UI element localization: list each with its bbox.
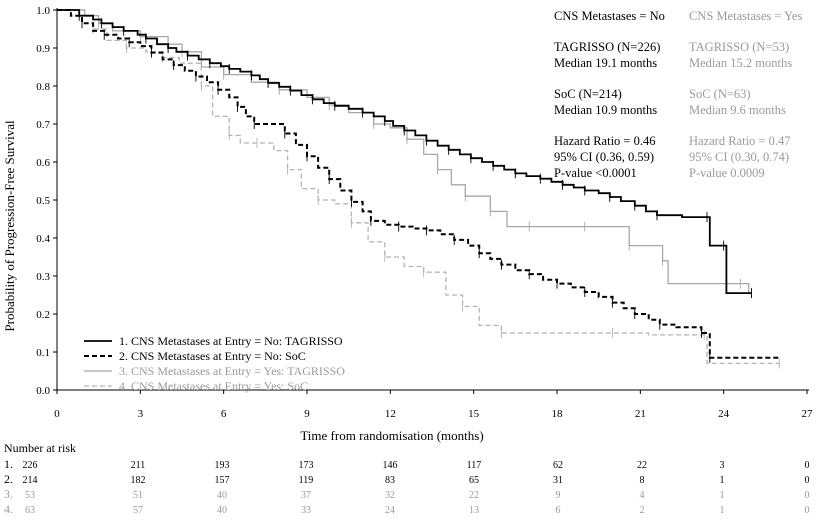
risk-cell: 9 <box>556 490 561 501</box>
y-tick-label: 1.0 <box>36 5 50 17</box>
risk-cell: 13 <box>469 505 479 516</box>
risk-table-title: Number at risk <box>4 441 76 455</box>
risk-cell: 214 <box>23 475 38 486</box>
annot-no-soc-median: Median 10.9 months <box>554 103 657 117</box>
risk-cell: 0 <box>805 460 810 471</box>
annot-yes-soc-median: Median 9.6 months <box>689 103 786 117</box>
y-tick-label: 0.2 <box>36 309 50 321</box>
annot-no-header: CNS Metastases = No <box>554 9 665 23</box>
risk-cell: 22 <box>469 490 479 501</box>
annot-yes-p: P-value 0.0009 <box>689 166 765 180</box>
risk-cell: 8 <box>640 475 645 486</box>
y-tick-label: 0.9 <box>36 43 50 55</box>
x-tick-label: 12 <box>385 408 396 420</box>
risk-cell: 31 <box>553 475 563 486</box>
annot-yes-soc-n: SoC (N=63) <box>689 87 751 101</box>
annot-no-hr: Hazard Ratio = 0.46 <box>554 134 655 148</box>
risk-table: 1. 226 211 193 173 146 117 62 22 3 02. 214 182 157 119… <box>4 457 810 516</box>
risk-cell: 22 <box>637 460 647 471</box>
y-axis-label: Probability of Progression-Free Survival <box>2 120 17 332</box>
risk-cell: 173 <box>299 460 314 471</box>
annot-yes-header: CNS Metastases = Yes <box>689 9 802 23</box>
risk-cell: 51 <box>133 490 143 501</box>
risk-cell: 6 <box>556 505 561 516</box>
risk-cell: 63 <box>25 505 35 516</box>
risk-cell: 211 <box>131 460 146 471</box>
x-tick-label: 27 <box>802 408 814 420</box>
risk-cell: 226 <box>23 460 38 471</box>
risk-cell: 32 <box>385 490 395 501</box>
legend-label-1: 1. CNS Metastases at Entry = No: TAGRISS… <box>119 334 343 348</box>
x-tick-label: 24 <box>718 408 730 420</box>
y-tick-label: 0.3 <box>36 271 50 283</box>
risk-cell: 40 <box>217 490 227 501</box>
risk-row-label: 4. <box>4 502 13 516</box>
risk-row-label: 1. <box>4 457 13 471</box>
risk-cell: 1 <box>720 505 725 516</box>
risk-row-label: 3. <box>4 487 13 501</box>
annotation-yes: CNS Metastases = Yes TAGRISSO (N=53) Med… <box>689 9 802 180</box>
risk-cell: 62 <box>553 460 563 471</box>
x-tick-label: 9 <box>304 408 310 420</box>
annot-no-ci: 95% CI (0.36, 0.59) <box>554 150 654 164</box>
risk-cell: 182 <box>131 475 146 486</box>
annot-no-tag-median: Median 19.1 months <box>554 56 657 70</box>
risk-cell: 146 <box>383 460 398 471</box>
series-line-2 <box>57 10 779 358</box>
y-tick-label: 0.0 <box>36 385 50 397</box>
risk-cell: 157 <box>215 475 230 486</box>
risk-cell: 57 <box>133 505 143 516</box>
risk-cell: 37 <box>301 490 311 501</box>
risk-cell: 65 <box>469 475 479 486</box>
risk-cell: 53 <box>25 490 35 501</box>
risk-cell: 2 <box>640 505 645 516</box>
y-tick-label: 0.8 <box>36 81 50 93</box>
risk-cell: 0 <box>805 490 810 501</box>
annot-no-tag-n: TAGRISSO (N=226) <box>554 40 660 54</box>
risk-cell: 0 <box>805 505 810 516</box>
annot-yes-tag-median: Median 15.2 months <box>689 56 792 70</box>
y-tick-label: 0.1 <box>36 347 50 359</box>
x-tick-label: 21 <box>635 408 646 420</box>
risk-cell: 24 <box>385 505 395 516</box>
risk-cell: 83 <box>385 475 395 486</box>
annot-yes-tag-n: TAGRISSO (N=53) <box>689 40 789 54</box>
legend-label-4: 4. CNS Metastases at Entry = Yes: SoC <box>119 379 308 393</box>
risk-cell: 40 <box>217 505 227 516</box>
y-tick-label: 0.5 <box>36 195 50 207</box>
x-tick-label: 0 <box>54 408 60 420</box>
km-chart: 0.00.10.20.30.40.50.60.70.80.91.00 3 6 9 12 1… <box>0 0 822 523</box>
annot-yes-ci: 95% CI (0.30, 0.74) <box>689 150 789 164</box>
survival-curves <box>57 10 779 368</box>
risk-cell: 119 <box>299 475 314 486</box>
x-tick-label: 15 <box>468 408 480 420</box>
risk-row-label: 2. <box>4 472 13 486</box>
x-axis-label: Time from randomisation (months) <box>300 428 483 443</box>
risk-cell: 0 <box>805 475 810 486</box>
annot-no-p: P-value <0.0001 <box>554 166 637 180</box>
annotation-no: CNS Metastases = No TAGRISSO (N=226) Med… <box>554 9 665 180</box>
risk-cell: 1 <box>720 490 725 501</box>
y-tick-label: 0.4 <box>36 233 50 245</box>
annot-yes-hr: Hazard Ratio = 0.47 <box>689 134 790 148</box>
risk-cell: 117 <box>467 460 482 471</box>
risk-cell: 193 <box>215 460 230 471</box>
y-tick-label: 0.6 <box>36 157 50 169</box>
x-tick-label: 18 <box>552 408 564 420</box>
risk-cell: 4 <box>640 490 645 501</box>
legend-label-2: 2. CNS Metastases at Entry = No: SoC <box>119 349 306 363</box>
legend-label-3: 3. CNS Metastases at Entry = Yes: TAGRIS… <box>119 364 345 378</box>
y-tick-label: 0.7 <box>36 119 50 131</box>
series-line-4 <box>57 10 779 363</box>
legend: 1. CNS Metastases at Entry = No: TAGRISS… <box>84 334 345 393</box>
risk-cell: 1 <box>720 475 725 486</box>
x-tick-label: 3 <box>138 408 144 420</box>
risk-cell: 33 <box>301 505 311 516</box>
annot-no-soc-n: SoC (N=214) <box>554 87 622 101</box>
risk-cell: 3 <box>720 460 725 471</box>
x-tick-label: 6 <box>221 408 227 420</box>
